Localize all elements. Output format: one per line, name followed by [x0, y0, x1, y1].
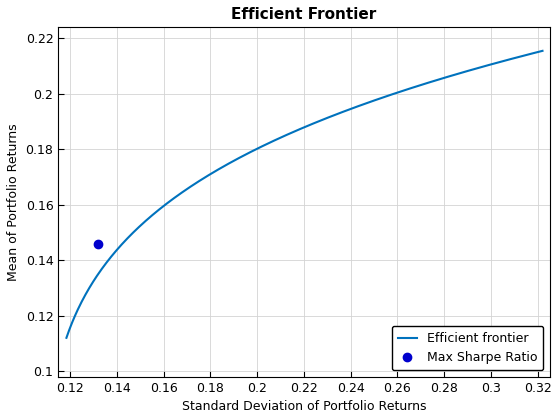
- Efficient frontier: [63, 335, 70, 340]
- Title: Efficient Frontier: Efficient Frontier: [231, 7, 376, 22]
- Efficient frontier: [289, 130, 296, 135]
- Efficient frontier: [292, 129, 298, 134]
- Efficient frontier: [528, 51, 534, 56]
- Efficient frontier: [321, 117, 328, 122]
- Legend: Efficient frontier, Max Sharpe Ratio: Efficient frontier, Max Sharpe Ratio: [391, 326, 543, 370]
- Efficient frontier: [539, 48, 546, 53]
- Efficient frontier: [347, 107, 353, 112]
- Y-axis label: Mean of Portfolio Returns: Mean of Portfolio Returns: [7, 123, 20, 281]
- Efficient frontier: [453, 72, 460, 77]
- Line: Efficient frontier: Efficient frontier: [67, 51, 543, 338]
- X-axis label: Standard Deviation of Portfolio Returns: Standard Deviation of Portfolio Returns: [181, 400, 426, 413]
